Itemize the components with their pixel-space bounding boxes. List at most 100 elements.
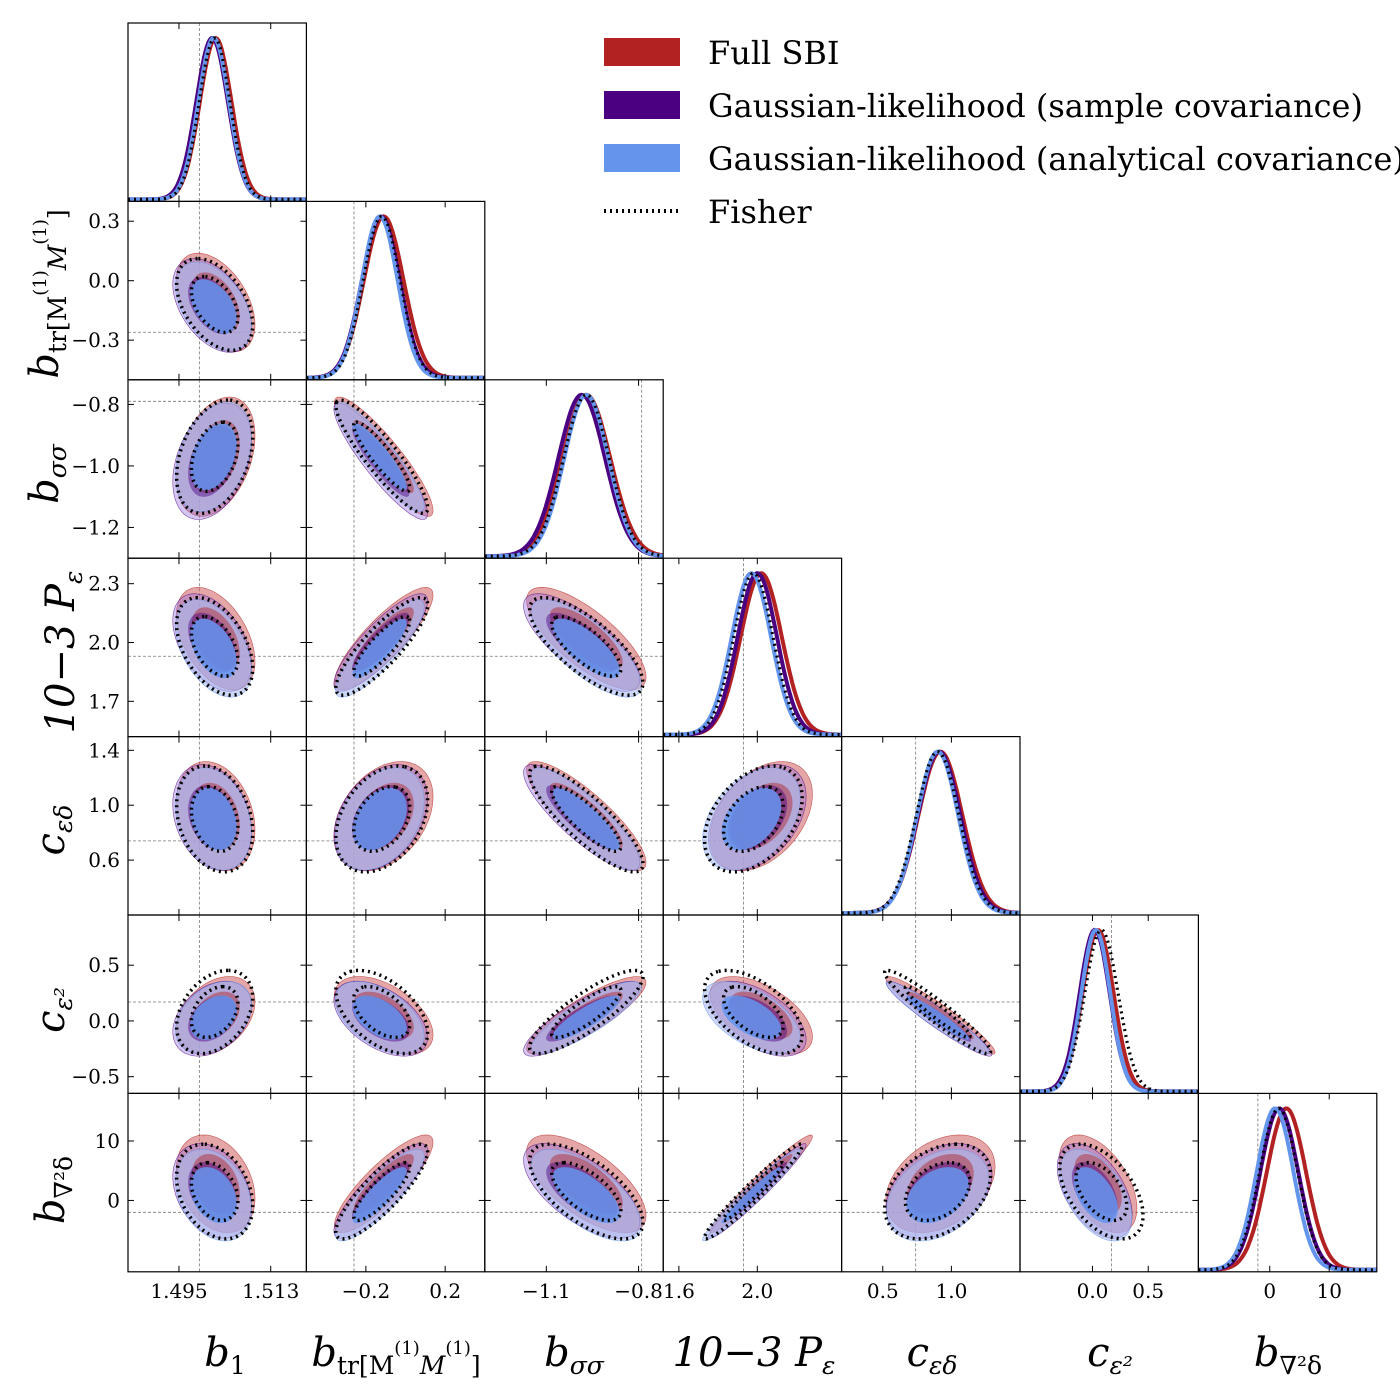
x-tick-label-bss: −1.1 (522, 1279, 571, 1303)
legend-swatch-sample-cov (604, 91, 680, 119)
contour-95-fisher (334, 968, 430, 1056)
marginal-curve-gaussian-likelihood-analytical-covariance (841, 749, 1020, 915)
x-tick-label-Pe: 1.6 (663, 1279, 695, 1303)
contour-68-gaussian-likelihood-analytical-covariance (352, 423, 407, 491)
panel-content (1198, 1093, 1377, 1272)
marginal-curve-fisher (841, 750, 1020, 915)
legend-label-full-sbi: Full SBI (708, 34, 840, 72)
panel-content (1020, 1093, 1199, 1272)
x-tick-label-bss: −0.8 (614, 1279, 663, 1303)
panel-content (663, 558, 842, 737)
panel-ce2-bss (484, 914, 664, 1094)
panel-content (484, 915, 664, 1094)
panel-content (128, 379, 307, 559)
contour-68-gaussian-likelihood-analytical-covariance (190, 279, 237, 334)
panel-btr-b1 (127, 200, 307, 381)
marginal-curve-fisher (306, 214, 485, 380)
x-tick-label-ce2: 0.5 (1132, 1279, 1164, 1303)
marginal-curve-fisher (1198, 1106, 1377, 1272)
panel-ced-Pe (662, 735, 843, 916)
panel-ced-b1 (127, 735, 307, 916)
panel-content (841, 1093, 1020, 1272)
panel-content (484, 1093, 664, 1272)
contour-68-fisher (351, 1160, 412, 1223)
marginal-curve-fisher (128, 36, 307, 201)
contour-68-fisher (549, 1160, 623, 1223)
contour-68-gaussian-likelihood-analytical-covariance (190, 423, 237, 491)
y-tick-label-bnab: 10 (95, 1129, 120, 1153)
panel-content (128, 736, 307, 915)
y-tick-label-bss: −1.0 (71, 454, 120, 478)
marginal-curve-gaussian-likelihood-analytical-covariance (484, 392, 664, 559)
x-tick-label-ce2: 0.0 (1077, 1279, 1109, 1303)
marginal-curve-gaussian-likelihood-sample-covariance (841, 749, 1020, 915)
contour-68-fisher (721, 984, 785, 1040)
y-label-ce2: cε² (28, 987, 78, 1033)
panel-ce2-b1 (127, 914, 307, 1094)
x-label-ce2: cε² (1087, 1330, 1133, 1380)
contour-68-gaussian-likelihood-analytical-covariance (552, 1167, 620, 1224)
panel-ce2-ce2 (1019, 914, 1199, 1094)
legend-swatch-analytical-cov (604, 144, 680, 172)
panel-Pe-bss (484, 557, 664, 738)
contour-95-fisher (702, 1142, 804, 1241)
marginal-curve-full-sbi (841, 749, 1020, 915)
contour-95-fisher (527, 764, 645, 874)
panel-bss-btr (305, 379, 486, 559)
contour-68-fisher (903, 1160, 972, 1223)
contour-95-fisher (334, 764, 430, 874)
panel-ce2-btr (305, 914, 486, 1094)
panel-content (1020, 915, 1199, 1094)
y-tick-label-Pe: 2.0 (88, 631, 120, 655)
contour-95-fisher (334, 595, 430, 697)
contour-95-fisher (174, 1142, 255, 1241)
contour-68-fisher (549, 984, 623, 1040)
marginal-curve-gaussian-likelihood-sample-covariance (128, 36, 307, 202)
x-label-btr: btr[M(1)M(1)] (311, 1330, 480, 1380)
y-tick-label-Pe: 2.3 (88, 572, 120, 596)
marginal-curve-full-sbi (306, 214, 485, 380)
x-tick-label-bnab: 10 (1316, 1279, 1341, 1303)
panel-bnab-bnab (1197, 1092, 1378, 1273)
panel-content (128, 23, 307, 202)
contour-95-fisher (174, 398, 255, 516)
y-tick-label-ced: 0.6 (88, 848, 120, 872)
contour-68-gaussian-likelihood-analytical-covariance (721, 1167, 782, 1224)
contour-68-fisher (189, 274, 240, 335)
marginal-curve-gaussian-likelihood-sample-covariance (1020, 927, 1199, 1094)
panel-Pe-btr (305, 557, 486, 738)
panel-content (128, 915, 307, 1094)
panel-content (484, 379, 664, 559)
y-tick-label-bnab: 0 (107, 1188, 120, 1212)
panel-Pe-b1 (127, 557, 307, 738)
panel-ce2-Pe (662, 914, 843, 1094)
x-tick-label-btr: −0.2 (342, 1279, 391, 1303)
y-tick-label-bss: −0.8 (71, 392, 120, 416)
contour-68-gaussian-likelihood-analytical-covariance (352, 787, 407, 851)
x-label-ced: cεδ (907, 1330, 958, 1380)
contour-68-fisher (351, 784, 412, 854)
contour-68-gaussian-likelihood-analytical-covariance (190, 787, 237, 851)
y-tick-label-btr: 0.3 (88, 209, 120, 233)
panel-content (306, 1093, 485, 1272)
legend-label-analytical-cov: Gaussian-likelihood (analytical covarian… (708, 140, 1400, 178)
y-tick-label-ce2: −0.5 (71, 1065, 120, 1089)
panel-content (128, 201, 307, 380)
marginal-curve-full-sbi (663, 571, 842, 737)
marginal-curve-gaussian-likelihood-analytical-covariance (1198, 1106, 1377, 1272)
panel-bss-b1 (127, 379, 307, 559)
panel-frame (1197, 1092, 1378, 1273)
marginal-curve-fisher (1020, 928, 1199, 1093)
y-tick-label-ced: 1.4 (88, 738, 120, 762)
panel-content (306, 379, 485, 559)
panel-frame (305, 200, 486, 381)
y-label-pe: 10−3 Pε (38, 571, 88, 734)
panel-ce2-ced (840, 914, 1021, 1094)
contour-95-fisher (334, 398, 430, 516)
panel-content (306, 558, 485, 737)
contour-68-fisher (1074, 1160, 1129, 1223)
x-tick-label-b1: 1.513 (242, 1279, 299, 1303)
contour-68-fisher (351, 420, 412, 494)
contour-68-gaussian-likelihood-analytical-covariance (721, 787, 782, 851)
